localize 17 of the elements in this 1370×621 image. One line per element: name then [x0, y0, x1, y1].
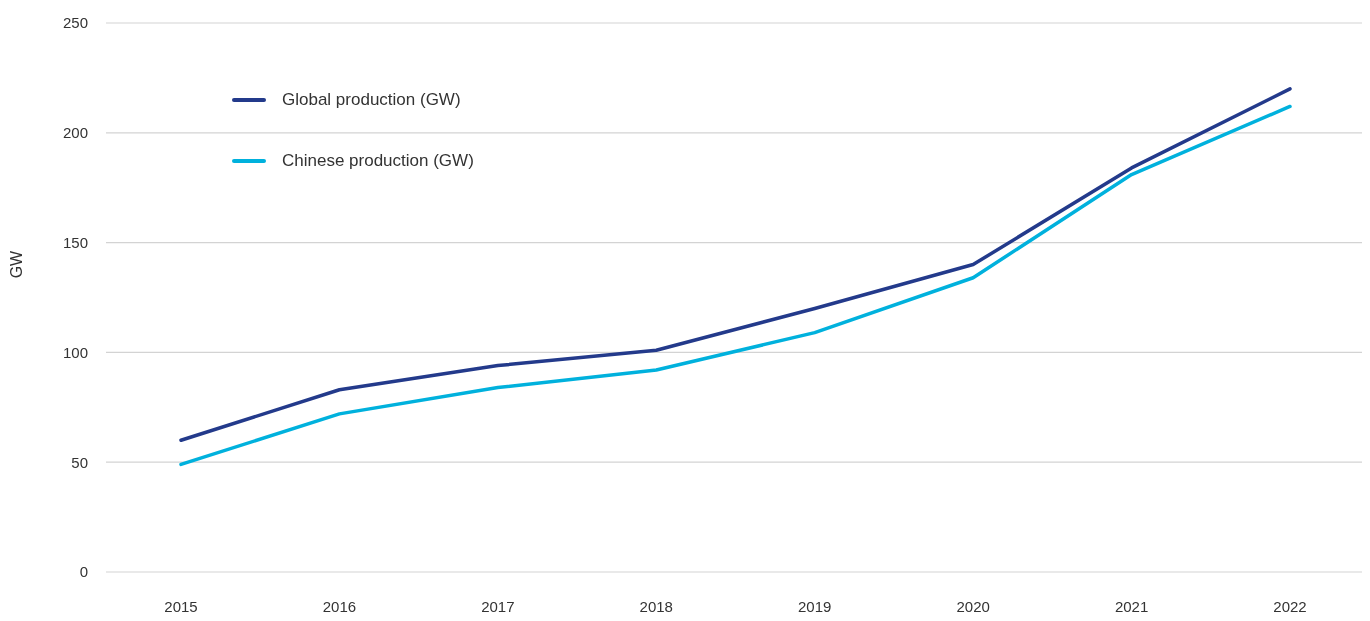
x-tick-label: 2021 — [1114, 597, 1149, 615]
y-tick-label: 150 — [62, 233, 88, 251]
y-tick-label: 0 — [79, 563, 88, 581]
legend-label: Global production (GW) — [282, 90, 461, 110]
x-tick-label: 2016 — [322, 597, 357, 615]
y-tick-label: 250 — [62, 14, 88, 32]
y-tick-label: 100 — [62, 343, 88, 361]
y-tick-label: 50 — [71, 453, 88, 471]
y-axis-title: GW — [8, 249, 26, 279]
x-tick-label: 2020 — [956, 597, 990, 615]
x-tick-label: 2019 — [798, 597, 832, 615]
x-tick-label: 2018 — [639, 597, 673, 615]
legend-label: Chinese production (GW) — [282, 151, 474, 171]
x-tick-label: 2015 — [164, 597, 198, 615]
x-tick-label: 2022 — [1273, 597, 1307, 615]
x-tick-label: 2017 — [481, 597, 515, 615]
y-tick-label: 200 — [62, 124, 88, 142]
